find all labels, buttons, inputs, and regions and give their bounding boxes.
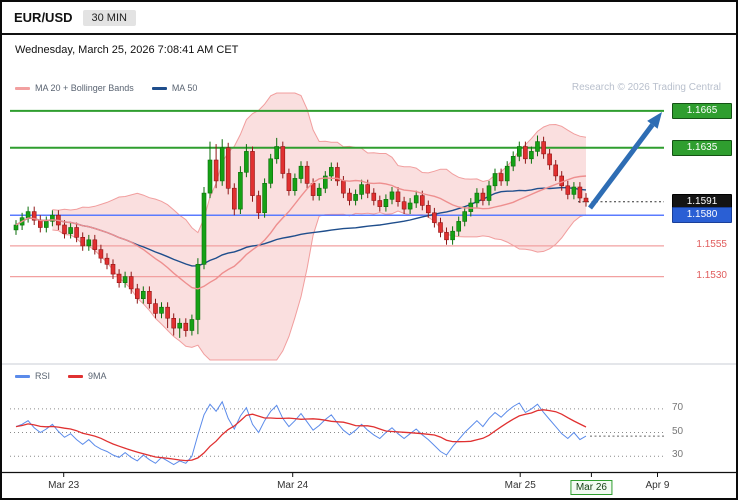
legend-item-9ma: 9MA xyxy=(68,371,107,381)
rsi-legend: RSI 9MA xyxy=(15,371,107,381)
legend-label-bollinger: MA 20 + Bollinger Bands xyxy=(35,83,134,93)
rsi-scale-70: 70 xyxy=(672,401,684,413)
main-chart-legend: MA 20 + Bollinger Bands MA 50 xyxy=(15,83,197,93)
x-axis-label-mar-23: Mar 23 xyxy=(48,480,80,491)
ma50-line-swatch xyxy=(151,86,167,90)
header: EUR/USD 30 MIN xyxy=(2,2,736,35)
x-axis-label-mar-24: Mar 24 xyxy=(277,480,309,491)
legend-item-rsi: RSI xyxy=(15,371,50,381)
timeframe-badge: 30 MIN xyxy=(82,9,136,26)
legend-label-ma50: MA 50 xyxy=(171,83,198,93)
price-level-1.1635: 1.1635 xyxy=(672,139,732,156)
rsi-line-swatch xyxy=(15,374,30,378)
price-level-1.1530: 1.1530 xyxy=(696,269,727,281)
rsi-scale-50: 50 xyxy=(672,425,684,437)
price-level-1.1665: 1.1665 xyxy=(672,102,732,119)
legend-label-9ma: 9MA xyxy=(88,371,107,381)
legend-item-bollinger: MA 20 + Bollinger Bands xyxy=(15,83,134,93)
watermark: Research © 2026 Trading Central xyxy=(571,82,721,93)
rsi-ma-line-swatch xyxy=(68,374,84,378)
legend-item-ma50: MA 50 xyxy=(151,83,198,93)
x-axis-label-mar-26: Mar 26 xyxy=(570,480,612,495)
symbol-title: EUR/USD xyxy=(14,10,73,25)
price-level-1.1580: 1.1580 xyxy=(672,207,732,224)
bollinger-line-swatch xyxy=(15,86,30,90)
rsi-scale-30: 30 xyxy=(672,449,684,461)
price-level-1.1555: 1.1555 xyxy=(696,238,727,250)
datetime-line: Wednesday, March 25, 2026 7:08:41 AM CET xyxy=(15,44,239,56)
x-axis-label-mar-25: Mar 25 xyxy=(504,480,536,491)
legend-label-rsi: RSI xyxy=(35,371,51,381)
x-axis-label-apr-9: Apr 9 xyxy=(645,480,670,491)
